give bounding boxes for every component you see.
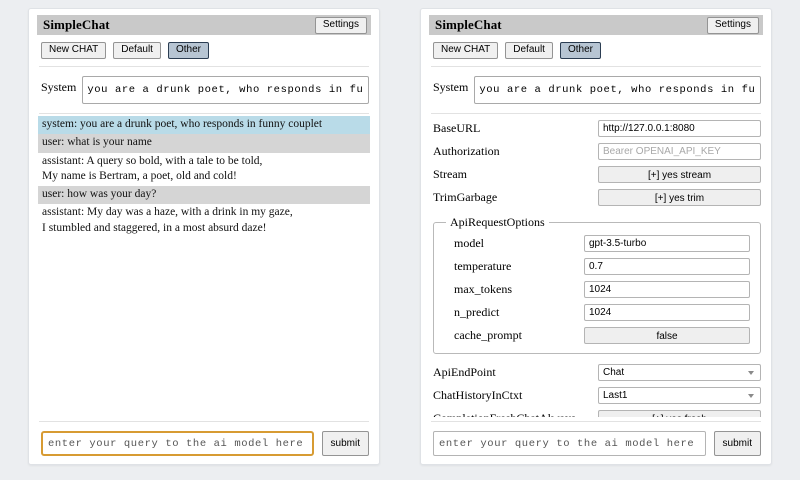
session-tabs-left: New CHAT Default Other	[37, 35, 371, 66]
baseurl-control	[598, 120, 761, 137]
page-title: SimpleChat	[43, 17, 110, 32]
setting-row-completionfreshchatalways: CompletionFreshChatAlways [+] yes fresh	[433, 407, 761, 417]
temperature-label: temperature	[454, 259, 512, 273]
system-prompt-row-right: System	[429, 67, 763, 113]
system-prompt-input[interactable]	[82, 76, 369, 104]
app-header-right: SimpleChat Settings	[429, 15, 763, 35]
page-title: SimpleChat	[435, 17, 502, 32]
completionfreshchatalways-control: [+] yes fresh	[598, 410, 761, 417]
apiendpoint-selected-value: Chat	[603, 367, 625, 378]
setting-row-temperature: temperature	[444, 255, 750, 278]
query-input[interactable]	[433, 431, 706, 456]
chevron-down-icon	[748, 393, 754, 398]
chat-footer-right: submit	[429, 417, 763, 458]
setting-row-baseurl: BaseURL	[433, 117, 761, 140]
model-control	[584, 235, 750, 252]
authorization-label: Authorization	[433, 144, 500, 158]
app-header-left: SimpleChat Settings	[37, 15, 371, 35]
trimgarbage-control: [+] yes trim	[598, 189, 761, 206]
max-tokens-input[interactable]	[584, 281, 750, 298]
new-chat-button[interactable]: New CHAT	[41, 42, 107, 59]
setting-row-model: model	[444, 232, 750, 255]
settings-button[interactable]: Settings	[706, 16, 759, 34]
completionfreshchatalways-label: CompletionFreshChatAlways	[433, 411, 598, 417]
trimgarbage-toggle-button[interactable]: [+] yes trim	[598, 189, 761, 206]
setting-row-apiendpoint: ApiEndPoint Chat	[433, 361, 761, 384]
system-prompt-input[interactable]	[474, 76, 761, 104]
new-chat-button[interactable]: New CHAT	[433, 42, 499, 59]
settings-form: BaseURL Authorization Stream [+] yes str…	[429, 114, 763, 417]
divider-top-left	[39, 66, 369, 67]
chathistoryinctxt-selected-value: Last1	[603, 390, 628, 401]
setting-row-chathistoryinctxt: ChatHistoryInCtxt Last1	[433, 384, 761, 407]
chat-panel: SimpleChat Settings New CHAT Default Oth…	[28, 8, 380, 465]
n-predict-label: n_predict	[454, 305, 500, 319]
completionfreshchatalways-toggle-button[interactable]: [+] yes fresh	[598, 410, 761, 417]
settings-panel: SimpleChat Settings New CHAT Default Oth…	[420, 8, 772, 465]
tab-other[interactable]: Other	[559, 42, 601, 59]
max-tokens-label: max_tokens	[454, 282, 512, 296]
system-prompt-label: System	[433, 80, 469, 94]
baseurl-input[interactable]	[598, 120, 761, 137]
chat-message-list: system: you are a drunk poet, who respon…	[37, 114, 371, 417]
system-prompt-row-left: System	[37, 67, 371, 113]
chathistoryinctxt-control: Last1	[598, 387, 761, 404]
chathistoryinctxt-select[interactable]: Last1	[598, 387, 761, 404]
query-row-right: submit	[429, 422, 763, 458]
chat-message-system: system: you are a drunk poet, who respon…	[38, 116, 370, 135]
query-row-left: submit	[37, 422, 371, 458]
divider-bottom-left	[39, 421, 369, 422]
divider-settings-right	[431, 113, 761, 114]
tab-default[interactable]: Default	[113, 42, 161, 59]
tab-other[interactable]: Other	[167, 42, 209, 59]
setting-row-trimgarbage: TrimGarbage [+] yes trim	[433, 186, 761, 209]
authorization-control	[598, 143, 761, 160]
chathistoryinctxt-label: ChatHistoryInCtxt	[433, 388, 523, 402]
divider-top-right	[431, 66, 761, 67]
submit-button[interactable]: submit	[321, 431, 369, 456]
divider-chat-left	[39, 113, 369, 114]
apiendpoint-label: ApiEndPoint	[433, 365, 496, 379]
chat-message-user: user: how was your day?	[38, 186, 370, 205]
n-predict-input[interactable]	[584, 304, 750, 321]
api-request-options-group: ApiRequestOptions model temperature max_…	[433, 215, 761, 354]
authorization-input[interactable]	[598, 143, 761, 160]
model-input[interactable]	[584, 235, 750, 252]
system-prompt-label: System	[41, 80, 77, 94]
apiendpoint-control: Chat	[598, 364, 761, 381]
setting-row-authorization: Authorization	[433, 140, 761, 163]
chat-message-assistant: assistant: A query so bold, with a tale …	[42, 154, 263, 182]
chevron-down-icon	[748, 370, 754, 375]
chat-message-user: user: what is your name	[38, 134, 370, 153]
stream-toggle-button[interactable]: [+] yes stream	[598, 166, 761, 183]
setting-row-n-predict: n_predict	[444, 301, 750, 324]
submit-button[interactable]: submit	[713, 431, 761, 456]
n-predict-control	[584, 304, 750, 321]
apiendpoint-select[interactable]: Chat	[598, 364, 761, 381]
stream-label: Stream	[433, 167, 467, 181]
tab-default[interactable]: Default	[505, 42, 553, 59]
session-tabs-right: New CHAT Default Other	[429, 35, 763, 66]
setting-row-max-tokens: max_tokens	[444, 278, 750, 301]
cache-prompt-control: false	[584, 327, 750, 344]
query-input[interactable]	[41, 431, 314, 456]
baseurl-label: BaseURL	[433, 121, 481, 135]
api-request-options-legend: ApiRequestOptions	[450, 215, 545, 229]
temperature-input[interactable]	[584, 258, 750, 275]
setting-row-stream: Stream [+] yes stream	[433, 163, 761, 186]
divider-bottom-right	[431, 421, 761, 422]
chat-message-assistant: assistant: My day was a haze, with a dri…	[42, 206, 293, 234]
setting-row-cache-prompt: cache_prompt false	[444, 324, 750, 347]
cache-prompt-toggle-button[interactable]: false	[584, 327, 750, 344]
stream-control: [+] yes stream	[598, 166, 761, 183]
cache-prompt-label: cache_prompt	[454, 328, 522, 342]
max-tokens-control	[584, 281, 750, 298]
model-label: model	[454, 236, 484, 250]
settings-button[interactable]: Settings	[314, 16, 367, 34]
trimgarbage-label: TrimGarbage	[433, 190, 498, 204]
chat-footer-left: submit	[37, 417, 371, 458]
temperature-control	[584, 258, 750, 275]
